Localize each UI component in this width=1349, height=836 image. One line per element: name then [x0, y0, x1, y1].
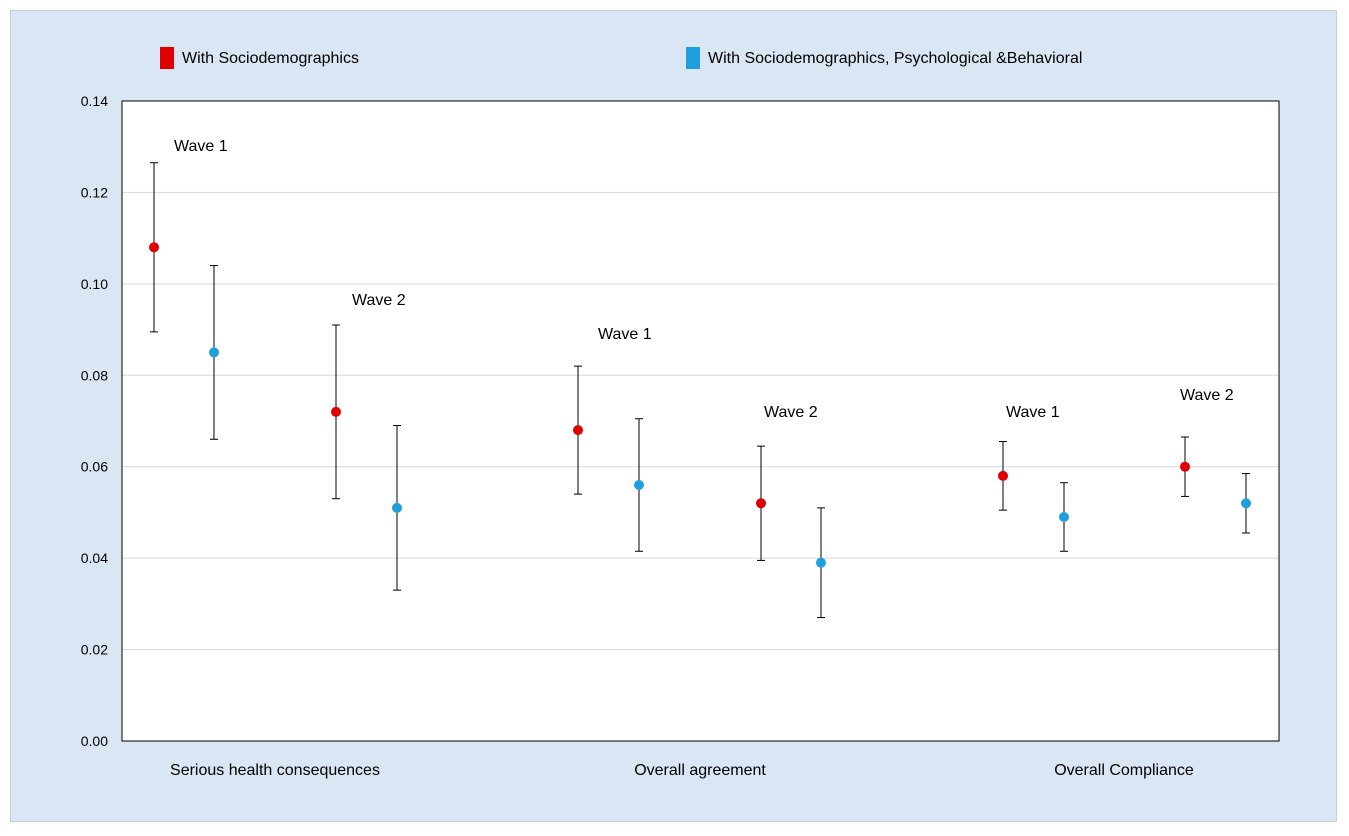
category-label-overall-compliance: Overall Compliance: [1054, 762, 1194, 779]
y-axis-ticks: 0.00 0.02 0.04 0.06 0.08 0.10 0.12 0.14: [81, 93, 108, 749]
legend-label-with-sociodemographics: With Sociodemographics: [182, 50, 359, 67]
gridlines: [122, 191, 1279, 651]
point-overall-agreement-wave-2-s2: [816, 557, 826, 568]
legend-swatch-with-sociodemographics-psychological-behavioral: [686, 47, 700, 69]
annotation-wave-1-3: Wave 1: [598, 326, 652, 343]
annotation-wave-2-2: Wave 2: [352, 292, 406, 309]
point-serious-health-consequences-wave-1-s2: [209, 347, 219, 358]
category-label-serious-health-consequences: Serious health consequences: [170, 762, 380, 779]
point-overall-agreement-wave-2-s1: [756, 498, 766, 509]
plot-area: [122, 101, 1279, 741]
point-overall-agreement-wave-1-s2: [634, 480, 644, 490]
annotation-wave-1-5: Wave 1: [1006, 404, 1060, 421]
legend: With Sociodemographics With Sociodemogra…: [160, 47, 1082, 69]
y-tick-label-0-08: 0.08: [81, 367, 108, 383]
y-tick-label-0-12: 0.12: [81, 184, 108, 200]
wave-annotations: Wave 1 Wave 2 Wave 1 Wave 2 Wave 1 Wave 2: [174, 138, 1234, 421]
point-serious-health-consequences-wave-2-s2: [392, 502, 402, 513]
y-tick-label-0-14: 0.14: [81, 93, 108, 109]
point-serious-health-consequences-wave-2-s1: [331, 406, 341, 417]
point-overall-compliance-wave-1-s1: [998, 470, 1008, 481]
annotation-wave-1-1: Wave 1: [174, 138, 228, 155]
point-overall-compliance-wave-2-s2: [1241, 498, 1251, 509]
y-tick-label-0-10: 0.10: [81, 276, 108, 292]
category-labels: Serious health consequences Overall agree…: [170, 762, 1194, 779]
point-overall-agreement-wave-1-s1: [573, 425, 583, 436]
annotation-wave-2-4: Wave 2: [764, 404, 818, 421]
plot-border: [121, 100, 1280, 742]
legend-label-with-sociodemographics-psychological-behavioral: With Sociodemographics, Psychological &B…: [708, 50, 1082, 67]
y-tick-label-0-00: 0.00: [81, 733, 108, 749]
data-points: [149, 242, 1251, 568]
annotation-wave-2-6: Wave 2: [1180, 387, 1234, 404]
y-tick-label-0-02: 0.02: [81, 642, 108, 658]
point-overall-compliance-wave-2-s1: [1180, 461, 1190, 472]
point-serious-health-consequences-wave-1-s1: [149, 242, 159, 253]
point-overall-compliance-wave-1-s2: [1059, 512, 1069, 522]
category-label-overall-agreement: Overall agreement: [634, 762, 766, 779]
y-tick-label-0-04: 0.04: [81, 550, 108, 566]
legend-swatch-with-sociodemographics: [160, 47, 174, 69]
y-tick-label-0-06: 0.06: [81, 459, 108, 475]
